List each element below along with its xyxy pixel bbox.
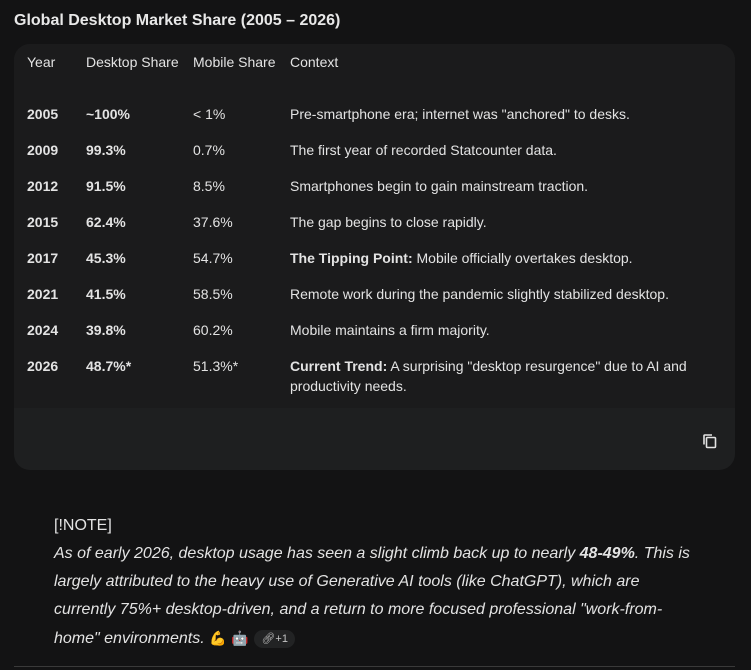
copy-icon[interactable] bbox=[702, 433, 718, 449]
market-share-table: Year Desktop Share Mobile Share Context … bbox=[27, 52, 710, 396]
cell-context: The gap begins to close rapidly. bbox=[290, 214, 487, 230]
cell-context: Mobile maintains a firm majority. bbox=[290, 322, 490, 338]
table-scroll-area: Year Desktop Share Mobile Share Context … bbox=[14, 44, 735, 408]
cell-mobile-share: 0.7% bbox=[193, 142, 225, 158]
table-row: 2005 ~100% < 1% Pre-smartphone era; interne… bbox=[27, 104, 710, 140]
cell-desktop-share: 39.8% bbox=[86, 322, 126, 338]
table-header-row: Year Desktop Share Mobile Share Context bbox=[27, 52, 710, 104]
table-row: 2026 48.7%* 51.3%* Current Trend: A surpris… bbox=[27, 356, 710, 396]
cell-year: 2026 bbox=[27, 358, 59, 374]
cell-context: The first year of recorded Statcounter d… bbox=[290, 142, 557, 158]
note-highlight: 48-49% bbox=[579, 545, 635, 562]
header-mobile-share: Mobile Share bbox=[193, 54, 276, 70]
note-label: [!NOTE] bbox=[54, 517, 112, 534]
note-block: [!NOTE] As of early 2026, desktop usage … bbox=[54, 512, 704, 653]
cell-mobile-share: 60.2% bbox=[193, 322, 233, 338]
cell-mobile-share: 8.5% bbox=[193, 178, 225, 194]
cell-desktop-share: 99.3% bbox=[86, 142, 126, 158]
cell-context: Current Trend: A surprising "desktop res… bbox=[290, 358, 687, 394]
cell-mobile-share: < 1% bbox=[193, 106, 226, 122]
cell-year: 2015 bbox=[27, 214, 59, 230]
robot-icon: 🤖 bbox=[230, 630, 249, 646]
cell-year: 2017 bbox=[27, 250, 59, 266]
cell-year: 2009 bbox=[27, 142, 59, 158]
table-row: 2017 45.3% 54.7% The Tipping Point: Mobile … bbox=[27, 248, 710, 284]
table-card: Year Desktop Share Mobile Share Context … bbox=[14, 44, 735, 470]
cell-year: 2005 bbox=[27, 106, 59, 122]
table-row: 2024 39.8% 60.2% Mobile maintains a firm ma… bbox=[27, 320, 710, 356]
cell-mobile-share: 58.5% bbox=[193, 286, 233, 302]
header-context: Context bbox=[290, 54, 339, 70]
cell-year: 2012 bbox=[27, 178, 59, 194]
flexed-biceps-icon: 💪 bbox=[209, 630, 227, 646]
table-row: 2009 99.3% 0.7% The first year of recorded … bbox=[27, 140, 710, 176]
table-row: 2015 62.4% 37.6% The gap begins to close ra… bbox=[27, 212, 710, 248]
cell-context: Smartphones begin to gain mainstream tra… bbox=[290, 178, 589, 194]
cell-context: Pre-smartphone era; internet was "anchor… bbox=[290, 106, 630, 122]
cell-desktop-share: 41.5% bbox=[86, 286, 126, 302]
cell-mobile-share: 37.6% bbox=[193, 214, 233, 230]
table-row: 2012 91.5% 8.5% Smartphones begin to gain m… bbox=[27, 176, 710, 212]
header-desktop-share: Desktop Share bbox=[86, 54, 179, 70]
cell-desktop-share: 48.7%* bbox=[86, 358, 132, 374]
cell-context: The Tipping Point: Mobile officially ove… bbox=[290, 250, 633, 266]
table-row: 2021 41.5% 58.5% Remote work during the pan… bbox=[27, 284, 710, 320]
cell-desktop-share: 45.3% bbox=[86, 250, 126, 266]
divider bbox=[14, 666, 735, 667]
header-year: Year bbox=[27, 54, 56, 70]
cell-desktop-share: ~100% bbox=[86, 106, 130, 122]
cell-desktop-share: 91.5% bbox=[86, 178, 126, 194]
cell-year: 2021 bbox=[27, 286, 59, 302]
sources-chip[interactable]: 🔗︎+1 bbox=[254, 630, 295, 648]
cell-desktop-share: 62.4% bbox=[86, 214, 126, 230]
cell-mobile-share: 54.7% bbox=[193, 250, 233, 266]
note-text: As of early 2026, desktop usage has seen… bbox=[54, 545, 690, 648]
link-icon: 🔗︎ bbox=[261, 633, 276, 645]
cell-mobile-share: 51.3%* bbox=[193, 358, 239, 374]
page-title: Global Desktop Market Share (2005 – 2026… bbox=[14, 12, 341, 29]
cell-year: 2024 bbox=[27, 322, 59, 338]
cell-context: Remote work during the pandemic slightly… bbox=[290, 286, 669, 302]
